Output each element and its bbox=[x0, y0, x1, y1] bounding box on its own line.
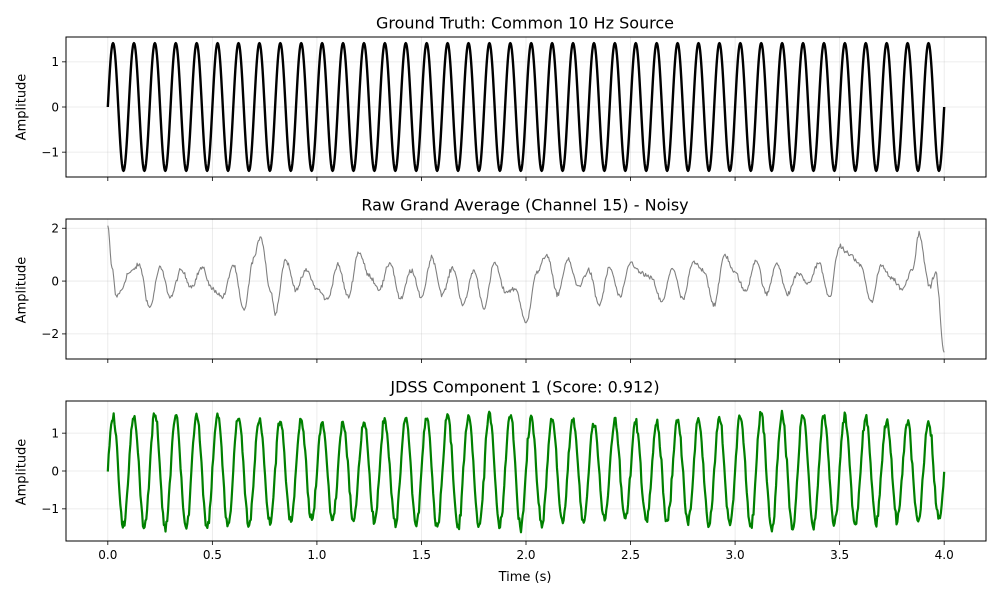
plot-area bbox=[106, 409, 946, 534]
y-tick-label: −1 bbox=[41, 502, 59, 516]
panel-raw-average: Raw Grand Average (Channel 15) - Noisy A… bbox=[15, 196, 987, 363]
y-tick-label: 0 bbox=[51, 464, 59, 478]
x-tick-label: 1.5 bbox=[412, 548, 431, 562]
series-line bbox=[106, 409, 946, 534]
y-axis-label: Amplitude bbox=[15, 439, 30, 506]
panel-title: Ground Truth: Common 10 Hz Source bbox=[376, 14, 674, 33]
y-tick-label: 0 bbox=[51, 274, 59, 288]
x-tick-label: 3.0 bbox=[726, 548, 745, 562]
x-tick-label: 0.0 bbox=[98, 548, 117, 562]
axis-ticks: −2 0 2 bbox=[41, 222, 945, 363]
plot-area bbox=[106, 41, 946, 173]
y-tick-label: 0 bbox=[51, 100, 59, 114]
panel-title: JDSS Component 1 (Score: 0.912) bbox=[389, 378, 659, 397]
axes-frame bbox=[65, 36, 987, 178]
x-axis-label: Time (s) bbox=[498, 570, 552, 585]
x-tick-label: 0.5 bbox=[203, 548, 222, 562]
y-tick-label: 1 bbox=[51, 426, 59, 440]
panel-jdss-component: JDSS Component 1 (Score: 0.912) Amplitud… bbox=[15, 378, 987, 585]
y-tick-label: −2 bbox=[41, 327, 59, 341]
axis-ticks: −1 0 1 bbox=[41, 55, 945, 181]
series-line bbox=[106, 41, 946, 173]
x-tick-label: 1.0 bbox=[307, 548, 326, 562]
panel-ground-truth: Ground Truth: Common 10 Hz Source Amplit… bbox=[15, 14, 987, 181]
x-tick-label: 4.0 bbox=[935, 548, 954, 562]
plot-area bbox=[107, 225, 945, 353]
axis-ticks: 0.0 0.5 1.0 1.5 2.0 2.5 3.0 3.5 4.0 −1 0 1 bbox=[41, 426, 953, 562]
y-axis-label: Amplitude bbox=[15, 74, 30, 141]
axes-frame bbox=[65, 218, 987, 360]
y-tick-label: 2 bbox=[51, 222, 59, 236]
x-tick-label: 3.5 bbox=[830, 548, 849, 562]
series-line bbox=[107, 225, 945, 353]
panel-title: Raw Grand Average (Channel 15) - Noisy bbox=[361, 196, 688, 215]
y-tick-label: 1 bbox=[51, 55, 59, 69]
x-tick-label: 2.5 bbox=[621, 548, 640, 562]
axes-frame bbox=[65, 400, 987, 542]
y-axis-label: Amplitude bbox=[15, 257, 30, 324]
y-tick-label: −1 bbox=[41, 145, 59, 159]
x-tick-label: 2.0 bbox=[516, 548, 535, 562]
